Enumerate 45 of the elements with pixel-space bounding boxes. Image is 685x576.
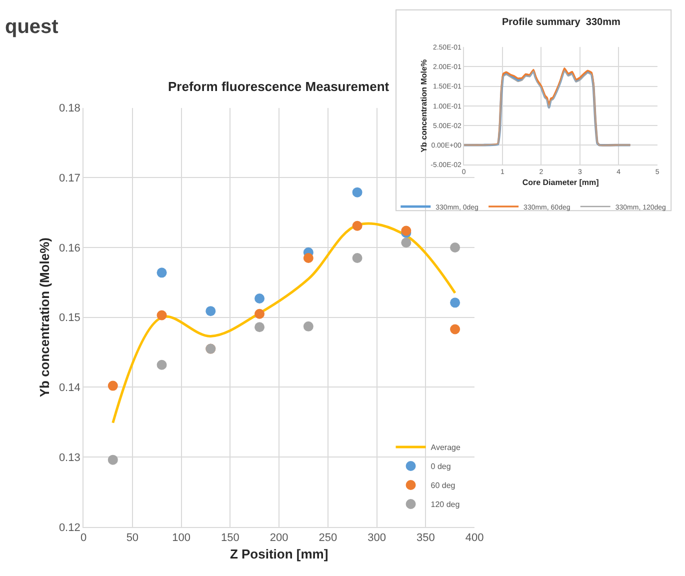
y-axis-title: Yb concentration Mole% xyxy=(419,59,428,152)
x-tick-label: 350 xyxy=(416,532,435,544)
point xyxy=(254,293,265,304)
point xyxy=(450,324,460,334)
x-tick-label: 50 xyxy=(126,532,139,544)
legend-label: 60 deg xyxy=(430,481,456,490)
x-tick-label: 300 xyxy=(368,532,386,544)
text: quest xyxy=(5,16,59,38)
y-tick-label: 0.15 xyxy=(58,312,80,324)
y-tick-label: 0.17 xyxy=(58,172,80,185)
x-tick-label: 0 xyxy=(80,532,87,544)
point xyxy=(156,268,167,278)
point xyxy=(206,306,216,316)
x-axis-title: Core Diameter [mm] xyxy=(522,178,600,188)
x-tick-label: 250 xyxy=(318,532,338,544)
y-tick-label: 0.16 xyxy=(58,242,80,254)
point xyxy=(108,454,118,465)
legend-label: 0 deg xyxy=(430,462,451,472)
y-tick-label: 0.18 xyxy=(58,102,80,115)
legend-label: Average xyxy=(430,443,461,452)
point xyxy=(352,252,362,263)
point xyxy=(450,242,460,252)
point xyxy=(352,187,362,198)
point xyxy=(303,321,314,332)
point xyxy=(450,298,460,308)
point xyxy=(156,310,167,320)
y-tick-label: 0.14 xyxy=(58,382,80,394)
point xyxy=(352,220,362,231)
y-tick-label: 0.12 xyxy=(58,522,80,534)
point xyxy=(156,360,167,370)
point xyxy=(401,238,412,248)
point xyxy=(254,308,265,319)
chart-title: Preform fluorescence Measurement xyxy=(168,79,390,94)
y-axis-title: Yb concentration (Mole%) xyxy=(36,238,52,398)
x-axis-title: Z Position [mm] xyxy=(230,546,328,562)
point xyxy=(303,252,314,263)
legend-label: 120 deg xyxy=(430,500,460,510)
y-tick-label: 0.13 xyxy=(58,452,80,464)
point xyxy=(108,380,118,391)
x-tick-label: 200 xyxy=(270,532,288,544)
x-tick-label: 150 xyxy=(221,532,240,544)
chart-title: Profile summary 330mm xyxy=(502,17,620,28)
x-tick-label: 400 xyxy=(465,532,484,544)
x-tick-label: 100 xyxy=(172,532,191,544)
point xyxy=(254,322,265,332)
